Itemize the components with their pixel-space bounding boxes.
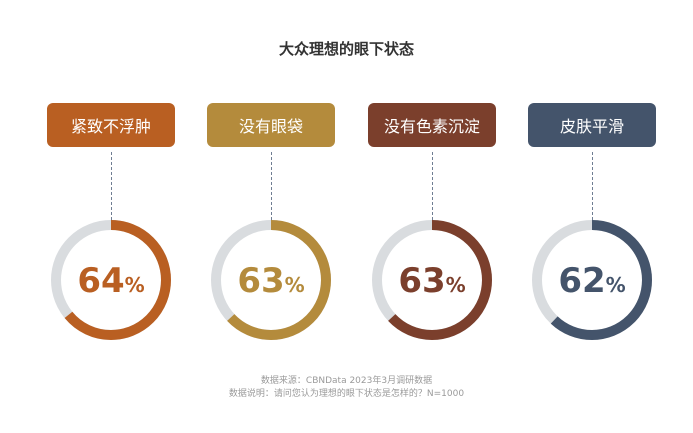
donut-arc-3 (372, 220, 492, 340)
connector-line-2 (271, 152, 272, 220)
data-source: 数据来源：CBNData 2023年3月调研数据 (260, 376, 433, 386)
donut-arc-4 (532, 220, 652, 340)
category-label-3: 没有色素沉淀 (368, 103, 496, 147)
category-label-1: 紧致不浮肿 (47, 103, 175, 147)
category-label-text: 紧致不浮肿 (70, 117, 151, 136)
connector-line-4 (592, 152, 593, 220)
connector-line-3 (432, 152, 433, 220)
category-label-2: 没有眼袋 (207, 103, 335, 147)
category-label-text: 没有色素沉淀 (383, 117, 480, 136)
donut-arc-2 (211, 220, 331, 340)
category-label-text: 皮肤平滑 (559, 117, 624, 136)
data-note: 数据说明：请问您认为理想的眼下状态是怎样的？N=1000 (228, 389, 465, 399)
chart-title: 大众理想的眼下状态 (278, 40, 414, 58)
donut-value-label-2: 63% (237, 261, 304, 301)
donut-value-label-1: 64% (77, 261, 144, 301)
connector-line-1 (111, 152, 112, 220)
donut-arc-1 (51, 220, 171, 340)
category-label-4: 皮肤平滑 (528, 103, 656, 147)
donut-value-label-4: 62% (558, 261, 625, 301)
donut-value-label-3: 63% (398, 261, 465, 301)
category-label-text: 没有眼袋 (238, 117, 303, 136)
